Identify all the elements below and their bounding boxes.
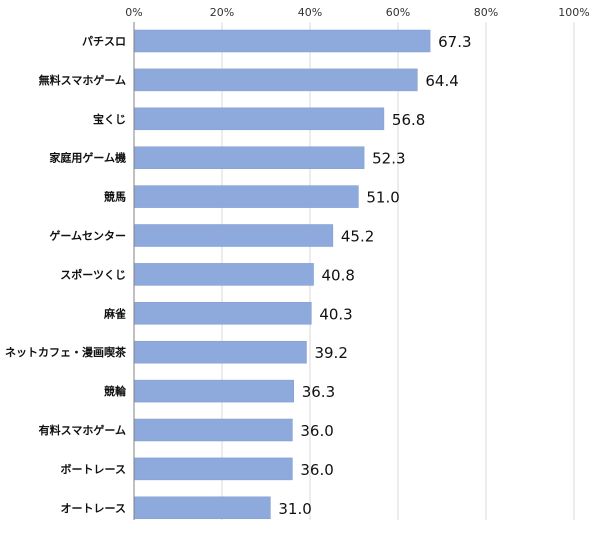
x-tick-label: 20% <box>210 6 234 19</box>
bar <box>133 68 418 92</box>
bar <box>133 29 431 53</box>
category-label: 有料スマホゲーム <box>39 423 126 437</box>
value-label: 31.0 <box>278 500 311 518</box>
category-label: オートレース <box>61 502 126 515</box>
category-label: ゲームセンター <box>49 229 126 243</box>
value-label: 56.8 <box>392 111 425 129</box>
bar <box>133 418 293 442</box>
category-label: 競馬 <box>104 190 126 204</box>
category-labels: パチスロ無料スマホゲーム宝くじ家庭用ゲーム機競馬ゲームセンタースポーツくじ麻雀ネ… <box>5 35 127 515</box>
category-label: ネットカフェ・漫画喫茶 <box>5 345 127 359</box>
value-label: 40.8 <box>322 266 355 284</box>
bars <box>133 29 431 520</box>
value-label: 36.0 <box>300 422 333 440</box>
bar <box>133 340 307 364</box>
bar <box>133 496 271 520</box>
value-label: 64.4 <box>425 72 458 90</box>
value-label: 67.3 <box>438 33 471 51</box>
bar <box>133 457 293 481</box>
bar <box>133 185 359 208</box>
x-tick-label: 0% <box>125 6 142 19</box>
category-label: スポーツくじ <box>60 267 126 281</box>
category-label: 麻雀 <box>103 306 126 320</box>
value-label: 45.2 <box>341 228 374 246</box>
x-tick-label: 40% <box>298 6 322 19</box>
x-axis-ticks: 0% 20% 40% 60% 80% 100% <box>125 6 589 19</box>
value-label: 36.0 <box>300 461 333 479</box>
category-label: 家庭用ゲーム機 <box>49 151 126 165</box>
x-tick-label: 60% <box>386 6 410 19</box>
bar <box>133 263 314 286</box>
category-label: ボートレース <box>61 462 126 476</box>
value-label: 36.3 <box>302 383 335 401</box>
value-label: 52.3 <box>372 150 405 168</box>
value-label: 51.0 <box>366 189 399 207</box>
bar <box>133 107 385 131</box>
bar <box>133 379 294 403</box>
x-tick-label: 80% <box>474 6 498 19</box>
bar <box>133 224 334 247</box>
category-label: 宝くじ <box>93 112 126 126</box>
category-label: 無料スマホゲーム <box>39 73 126 87</box>
value-labels: 67.3 64.4 56.8 52.3 51.0 45.2 40.8 40.3 39.2 36.3… <box>278 33 471 518</box>
category-label: 競輪 <box>104 384 127 398</box>
bar <box>133 302 312 325</box>
value-label: 40.3 <box>319 305 352 323</box>
value-label: 39.2 <box>314 344 347 362</box>
x-tick-label: 100% <box>558 6 589 19</box>
category-label: パチスロ <box>82 35 126 48</box>
bar <box>133 146 365 169</box>
